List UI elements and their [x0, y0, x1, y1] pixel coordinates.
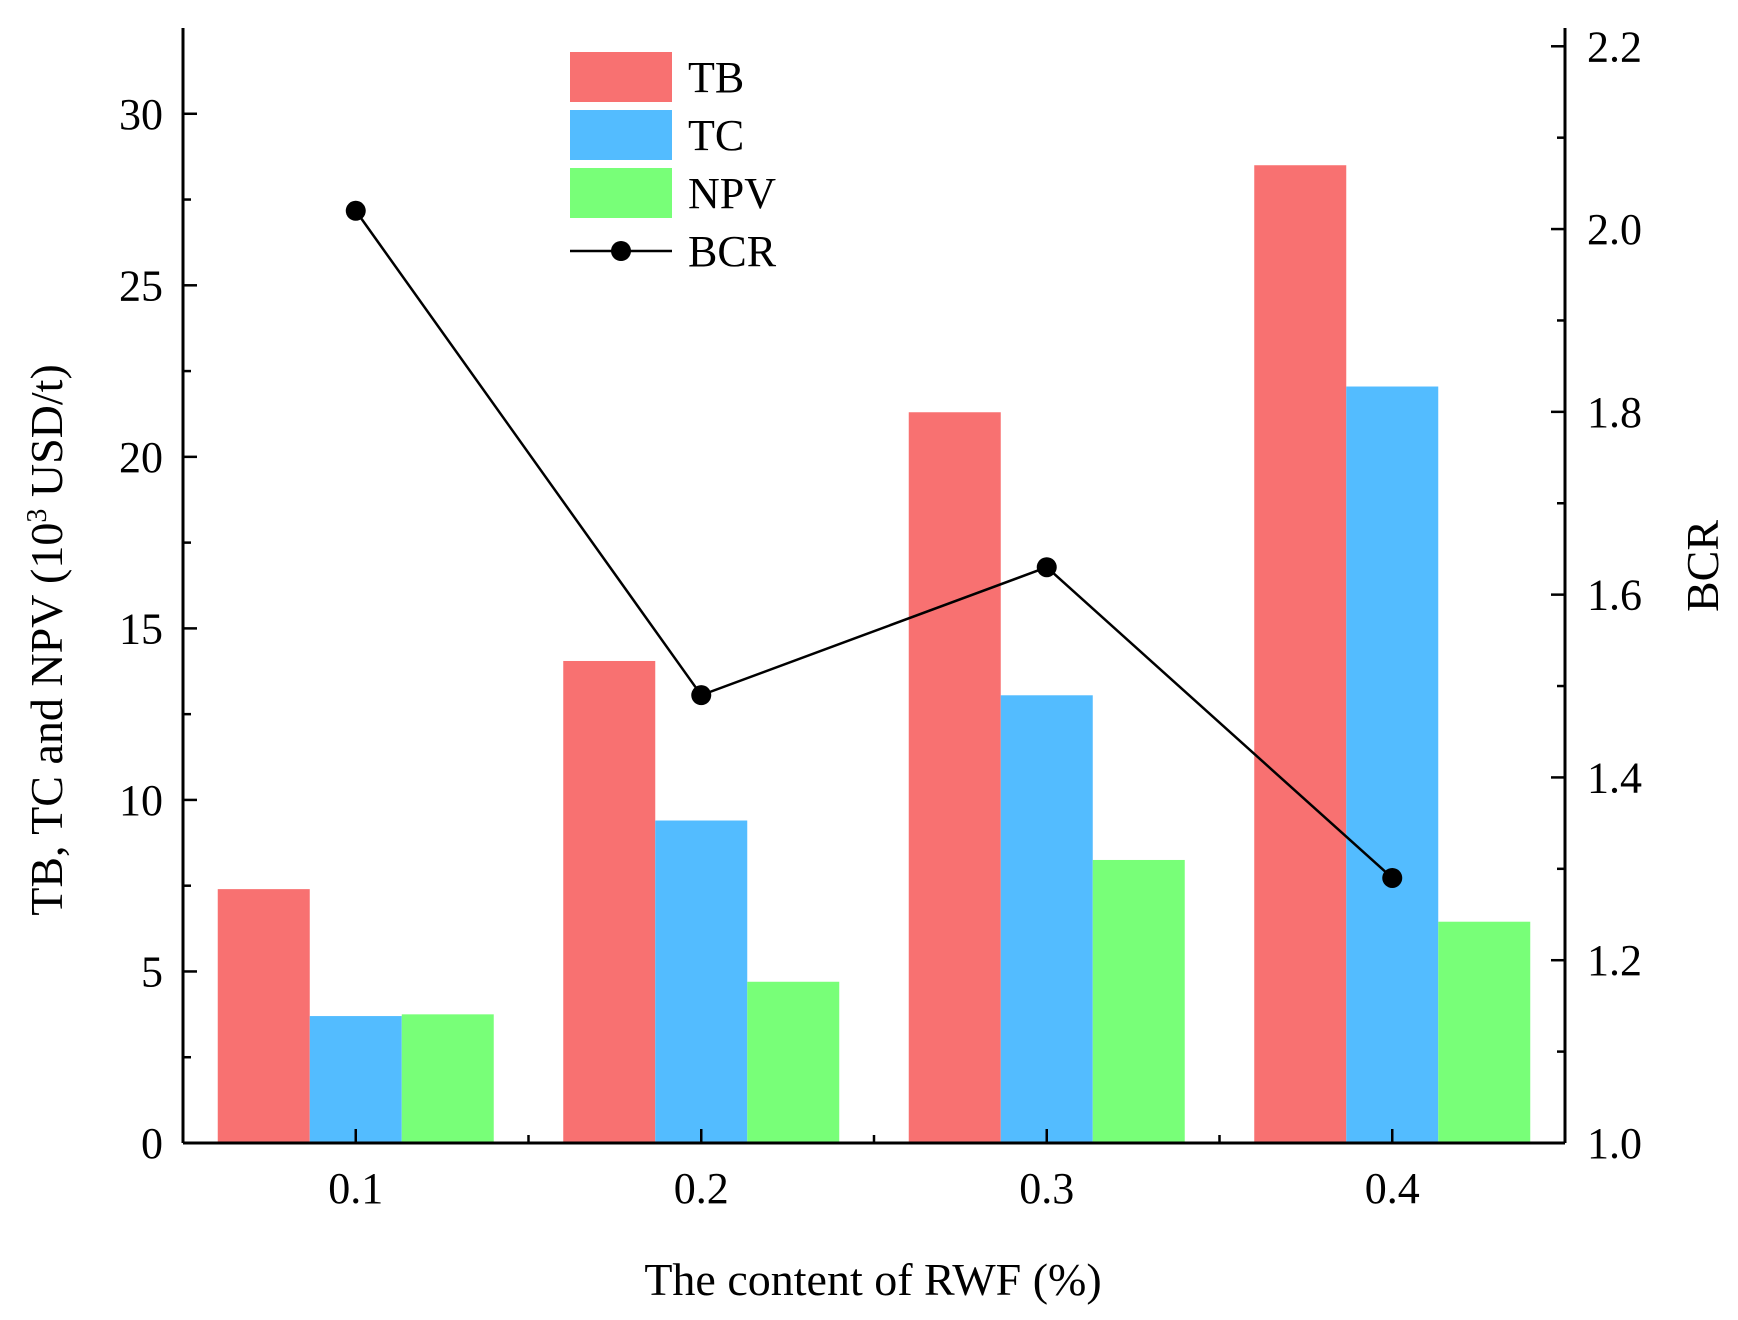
bar-tc-0.1: [309, 1016, 402, 1143]
legend-swatch-npv: [570, 168, 672, 218]
x-tick-label: 0.4: [1365, 1164, 1420, 1213]
y-left-tick-label: 20: [119, 433, 163, 482]
x-axis-title: The content of RWF (%): [644, 1254, 1101, 1305]
legend: TB TC NPV BCR: [570, 52, 777, 276]
bar-tb-0.4: [1254, 165, 1347, 1143]
point-bcr-0.1: [345, 200, 366, 221]
bar-tb-0.3: [908, 412, 1001, 1143]
y-left-tick-label: 10: [119, 776, 163, 825]
legend-label-npv: NPV: [688, 169, 776, 218]
y-axis-title-left-main: TB, TC and NPV (10: [21, 523, 72, 916]
legend-swatch-tc: [570, 110, 672, 160]
bar-tc-0.2: [655, 820, 748, 1143]
bar-npv-0.4: [1438, 921, 1531, 1143]
y-axis-title-right: BCR: [1677, 520, 1728, 612]
y-left-tick-label: 5: [141, 947, 163, 996]
legend-label-tc: TC: [688, 111, 744, 160]
x-tick-label: 0.3: [1019, 1164, 1074, 1213]
bar-npv-0.1: [401, 1014, 494, 1143]
y-right-tick-label: 1.4: [1587, 753, 1642, 802]
bar-tb-0.2: [563, 660, 656, 1143]
bar-npv-0.3: [1092, 859, 1185, 1143]
bar-tb-0.1: [217, 889, 310, 1143]
x-tick-label: 0.2: [674, 1164, 729, 1213]
y-right-tick-label: 1.8: [1587, 388, 1642, 437]
bars-layer: [217, 165, 1531, 1143]
point-bcr-0.2: [691, 685, 712, 706]
bar-npv-0.2: [747, 981, 840, 1143]
legend-swatch-tb: [570, 52, 672, 102]
y-axis-title-left-tail: USD/t): [21, 364, 72, 508]
y-right-tick-label: 2.0: [1587, 205, 1642, 254]
bcr-line-layer: [345, 200, 1403, 888]
series-line-bcr: [354, 210, 1394, 879]
bar-tc-0.4: [1346, 386, 1439, 1143]
y-right-tick-label: 2.2: [1587, 22, 1642, 71]
y-right-tick-label: 1.2: [1587, 936, 1642, 985]
legend-marker-bcr: [611, 241, 631, 261]
y-left-tick-label: 25: [119, 261, 163, 310]
y-left-tick-label: 15: [119, 604, 163, 653]
point-bcr-0.3: [1036, 557, 1057, 578]
point-bcr-0.4: [1382, 867, 1403, 888]
x-tick-label: 0.1: [328, 1164, 383, 1213]
legend-label-bcr: BCR: [688, 227, 777, 276]
y-left-tick-label: 0: [141, 1119, 163, 1168]
y-axis-title-left: TB, TC and NPV (103 USD/t): [21, 364, 72, 916]
y-right-tick-label: 1.6: [1587, 571, 1642, 620]
axes-layer: 0 5 10 15 20 25 30 1.0 1.2 1.4 1.6 1.8 2.0 2.2 0.1 0.2 0…: [119, 22, 1642, 1213]
y-right-tick-label: 1.0: [1587, 1119, 1642, 1168]
y-axis-title-left-sup: 3: [22, 509, 53, 523]
legend-label-tb: TB: [688, 53, 744, 102]
y-left-tick-label: 30: [119, 90, 163, 139]
bar-tc-0.3: [1000, 695, 1093, 1143]
